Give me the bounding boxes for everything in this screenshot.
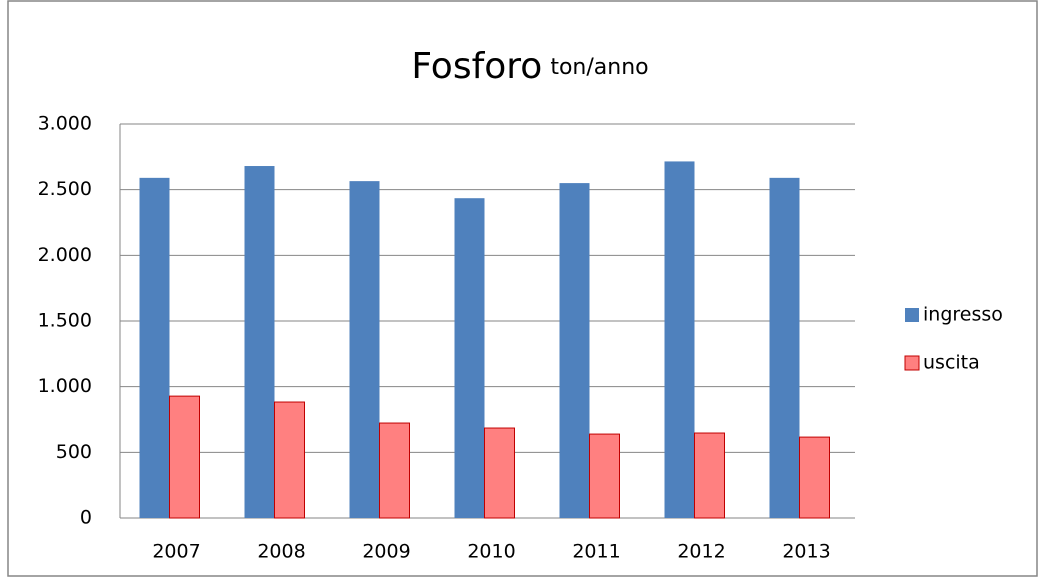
x-tick-label: 2013 — [782, 541, 830, 563]
x-tick-label: 2009 — [362, 541, 410, 563]
y-tick-label: 1.500 — [38, 310, 92, 332]
x-tick-label: 2007 — [152, 541, 200, 563]
bar — [274, 401, 305, 519]
y-tick-label: 2.500 — [38, 178, 92, 200]
legend-label: ingresso — [923, 304, 1003, 326]
y-tick-label: 3.000 — [38, 113, 92, 135]
legend-swatch — [905, 308, 919, 322]
x-tick-label: 2011 — [572, 541, 620, 563]
y-tick-label: 2.000 — [38, 244, 92, 266]
title-main: Fosforo — [411, 46, 542, 87]
bar — [559, 183, 590, 518]
legend-label: uscita — [923, 352, 980, 374]
bar — [484, 427, 515, 519]
bar — [379, 422, 410, 519]
bar — [799, 436, 830, 519]
x-tick-label: 2008 — [257, 541, 305, 563]
bar — [169, 395, 200, 519]
y-tick-label: 0 — [80, 507, 92, 529]
y-tick-label: 1.000 — [38, 375, 92, 397]
x-tick-label: 2012 — [677, 541, 725, 563]
bar — [664, 161, 695, 518]
bar — [769, 177, 800, 518]
bar — [139, 177, 170, 518]
bar — [694, 432, 725, 519]
bar — [589, 433, 620, 519]
legend-swatch — [904, 355, 920, 371]
chart-title: Fosforo ton/anno — [411, 46, 648, 87]
x-tick-label: 2010 — [467, 541, 515, 563]
bar — [454, 198, 485, 518]
bar — [349, 181, 380, 518]
y-tick-label: 500 — [56, 441, 92, 463]
bar — [244, 166, 275, 518]
title-unit: ton/anno — [550, 55, 648, 80]
